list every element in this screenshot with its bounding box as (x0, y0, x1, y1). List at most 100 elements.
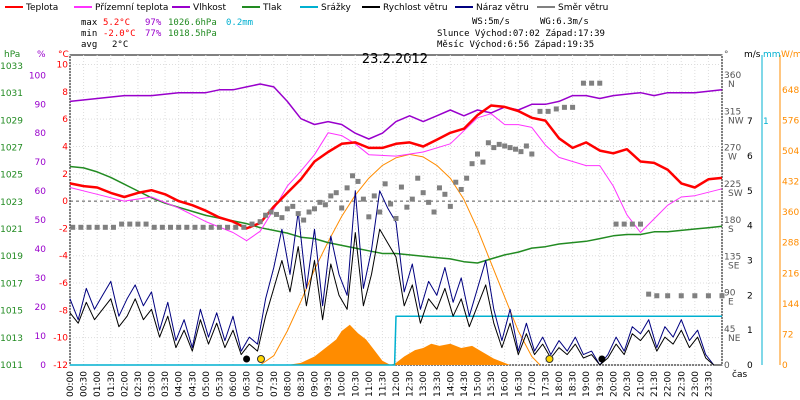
x-tick-17: 08:30 (297, 371, 307, 397)
ms-tick-4: 3 (747, 257, 753, 267)
wind-dir-point-73 (529, 151, 535, 157)
x-tick-12: 06:00 (229, 371, 239, 397)
stats-block: max 5.2°C 97% 1026.6hPa 0.2mm min -2.0°C… (81, 17, 605, 50)
series-temperature-line (69, 104, 723, 230)
x-tick-16: 08:00 (283, 371, 293, 397)
wind-dir-point-11 (159, 224, 165, 230)
c-tick-8: -6 (59, 279, 68, 289)
x-tick-36: 18:00 (555, 371, 565, 397)
deg-tick-1: 315 (724, 107, 741, 117)
wm-tick-5: 288 (782, 239, 799, 249)
pct-tick-10: 0 (40, 361, 46, 371)
c-tick-6: -2 (59, 224, 68, 234)
ms-tick-7: 0 (747, 361, 753, 371)
c-tick-5: 0 (62, 197, 68, 207)
wind-dir-point-86 (646, 291, 652, 297)
wm-tick-1: 576 (782, 116, 799, 126)
series-solar-actual-area (287, 324, 511, 365)
series-rain-line (70, 315, 722, 366)
dir-tick-4: S (728, 225, 734, 235)
hpa-tick-7: 1019 (0, 252, 23, 262)
dir-tick-0: N (728, 80, 735, 90)
wind-dir-point-49 (398, 184, 404, 190)
legend-label-0: Teplota (25, 3, 58, 13)
wind-dir-point-81 (597, 80, 603, 86)
stat-max-temp: 5.2°C (103, 18, 130, 28)
stat-avg-label: avg (81, 40, 97, 50)
series-wind-gust-line (69, 190, 722, 366)
wind-dir-point-33 (312, 206, 317, 212)
wind-dir-point-85 (638, 221, 643, 227)
wind-dir-point-46 (382, 181, 388, 187)
series-wind-speed-line (69, 228, 722, 366)
wind-dir-point-14 (184, 224, 190, 230)
wind-dir-point-54 (426, 199, 432, 205)
sunset-marker (545, 355, 554, 363)
wind-dir-point-17 (208, 224, 214, 230)
x-tick-13: 06:30 (243, 371, 253, 397)
wind-dir-point-30 (295, 211, 301, 217)
wind-dir-point-38 (339, 205, 345, 211)
c-unit: °C (58, 50, 69, 60)
pct-tick-0: 100 (29, 71, 46, 81)
ms-tick-5: 2 (747, 291, 753, 301)
wind-dir-point-27 (279, 215, 285, 221)
wind-dir-point-40 (350, 173, 356, 179)
wind-dir-point-77 (561, 104, 567, 110)
deg-tick-0: 360 (724, 71, 741, 81)
x-tick-34: 17:00 (528, 371, 538, 397)
wind-dir-point-53 (420, 190, 426, 196)
wind-dir-point-31 (301, 217, 307, 223)
pct-tick-4: 60 (35, 187, 47, 197)
wm-tick-9: 0 (782, 361, 788, 371)
wind-dir-point-84 (629, 221, 635, 227)
x-tick-4: 02:00 (120, 371, 130, 397)
c-tick-2: 6 (62, 115, 68, 125)
stat-sun: Slunce Východ:07:02 Západ:17:39 (437, 29, 605, 39)
x-tick-45: 22:30 (677, 371, 687, 397)
wind-dir-point-91 (705, 293, 711, 299)
wind-dir-point-9 (143, 221, 149, 227)
wind-dir-point-26 (273, 211, 279, 217)
wind-dir-point-16 (200, 224, 206, 230)
wind-dir-point-44 (371, 193, 377, 199)
series-pressure-line (69, 165, 723, 264)
x-tick-25: 12:30 (406, 371, 416, 397)
deg-tick-4: 180 (724, 216, 741, 226)
stat-min-label: min (81, 29, 97, 39)
legend-label-7: Směr větru (558, 3, 608, 13)
c-tick-3: 4 (62, 142, 68, 152)
wind-dir-point-35 (322, 202, 328, 208)
wind-dir-point-1 (78, 224, 84, 230)
wind-dir-point-60 (458, 186, 464, 192)
wind-dir-point-32 (306, 209, 312, 215)
wm-tick-4: 360 (782, 208, 799, 218)
wind-dir-point-34 (317, 199, 323, 205)
wind-dir-point-13 (176, 224, 182, 230)
wind-dir-point-79 (580, 80, 586, 86)
wind-dir-point-88 (665, 293, 671, 299)
hpa-tick-2: 1029 (0, 116, 23, 126)
wind-dir-point-62 (469, 161, 475, 167)
wind-dir-point-67 (496, 141, 502, 147)
wind-dir-point-90 (692, 293, 698, 299)
pct-tick-2: 80 (35, 129, 47, 139)
wind-dir-point-43 (366, 214, 372, 220)
ms-tick-3: 4 (747, 222, 753, 232)
wind-dir-point-70 (513, 146, 519, 152)
wind-dir-point-55 (431, 209, 437, 215)
legend-label-6: Náraz větru (476, 3, 529, 13)
x-tick-9: 04:30 (188, 371, 198, 397)
wind-dir-point-18 (216, 224, 222, 230)
wind-dir-point-42 (360, 196, 366, 202)
x-tick-26: 13:00 (419, 371, 429, 397)
wind-dir-point-37 (333, 190, 339, 196)
x-tick-33: 16:30 (514, 371, 524, 397)
dir-tick-5: SE (728, 261, 740, 271)
wind-dir-point-52 (415, 175, 421, 181)
x-tick-21: 10:30 (351, 371, 361, 397)
x-tick-10: 05:00 (202, 371, 212, 397)
dir-tick-2: W (728, 153, 737, 163)
x-tick-40: 20:00 (609, 371, 619, 397)
